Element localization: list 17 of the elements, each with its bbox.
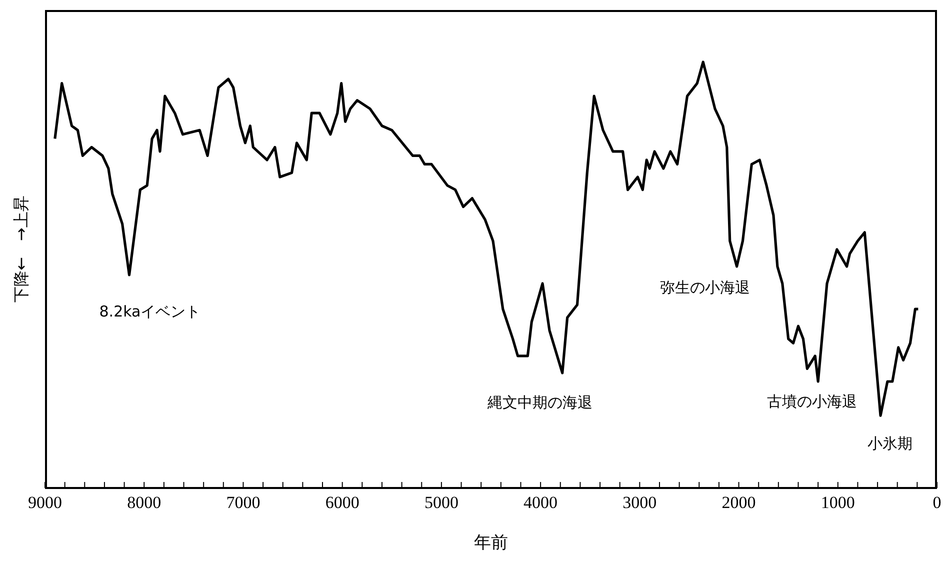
annotation: 弥生の小海退 (660, 278, 750, 298)
x-tick-label: 8000 (127, 493, 162, 512)
x-tick-label: 7000 (226, 493, 260, 512)
x-tick-label: 2000 (722, 493, 756, 512)
x-tick-label: 5000 (424, 493, 458, 512)
x-tick-label: 9000 (28, 493, 62, 512)
x-tick-label: 6000 (325, 493, 360, 512)
annotation: 古墳の小海退 (767, 392, 857, 412)
annotation: 縄文中期の海退 (488, 394, 592, 412)
x-tick-label: 0 (932, 493, 942, 512)
x-tick-label: 4000 (524, 493, 558, 512)
annotation: 8.2kaイベント (99, 302, 201, 322)
annotation: 小氷期 (868, 434, 912, 454)
x-tick-label: 1000 (820, 493, 855, 512)
x-axis-title: 年前 (474, 533, 508, 553)
x-tick-label: 3000 (622, 493, 657, 512)
y-axis-title: 下降← →上昇 (12, 196, 32, 302)
